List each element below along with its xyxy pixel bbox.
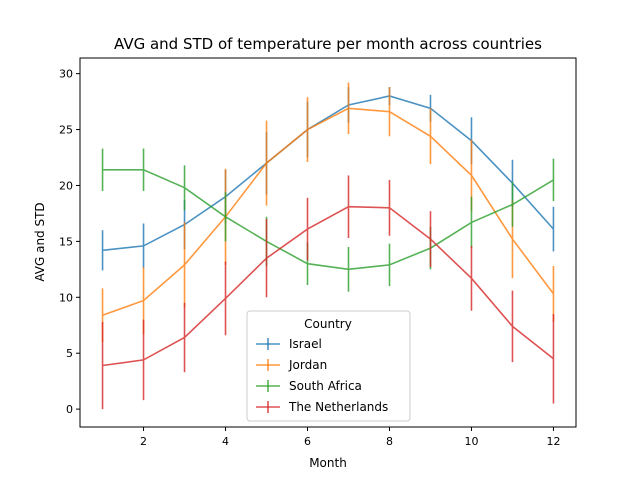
x-tick-label: 2 (140, 435, 147, 448)
series-south-africa (101, 148, 555, 292)
series-line (102, 107, 555, 316)
legend-title: Country (304, 317, 352, 331)
series-the-netherlands (101, 175, 555, 410)
series-line (102, 205, 554, 367)
y-axis: 0 5 10 15 20 25 30 (59, 68, 80, 416)
y-tick-label: 15 (59, 235, 73, 248)
x-tick-label: 12 (546, 435, 560, 448)
series-line (102, 95, 555, 252)
x-tick-label: 8 (386, 435, 393, 448)
y-tick-label: 25 (59, 124, 73, 137)
legend-label: Israel (289, 337, 322, 351)
legend-item-jordan: Jordan (256, 358, 327, 372)
y-tick-label: 30 (59, 68, 73, 81)
legend-item-israel: Israel (256, 337, 322, 351)
chart-title: AVG and STD of temperature per month acr… (114, 35, 542, 53)
legend-label: Jordan (288, 358, 327, 372)
plot-area (101, 82, 555, 410)
y-tick-label: 5 (66, 347, 73, 360)
y-tick-label: 20 (59, 179, 73, 192)
y-axis-label: AVG and STD (33, 202, 47, 281)
x-tick-label: 6 (304, 435, 311, 448)
series-israel (101, 87, 555, 271)
x-tick-label: 4 (222, 435, 229, 448)
x-axis: 2 4 6 8 10 12 (140, 427, 560, 448)
plot-frame (79, 57, 577, 428)
legend-item-south-africa: South Africa (256, 379, 362, 393)
legend-label: South Africa (289, 379, 362, 393)
legend-label: The Netherlands (288, 400, 388, 414)
legend: Country Israel Jordan South Africa The Neth… (246, 310, 411, 422)
y-tick-label: 0 (66, 403, 73, 416)
series-jordan (101, 82, 555, 343)
legend-box (246, 310, 411, 422)
y-tick-label: 10 (59, 291, 73, 304)
x-tick-label: 10 (464, 435, 478, 448)
legend-item-the-netherlands: The Netherlands (256, 400, 388, 414)
series-line (102, 169, 554, 271)
x-axis-label: Month (309, 456, 347, 470)
